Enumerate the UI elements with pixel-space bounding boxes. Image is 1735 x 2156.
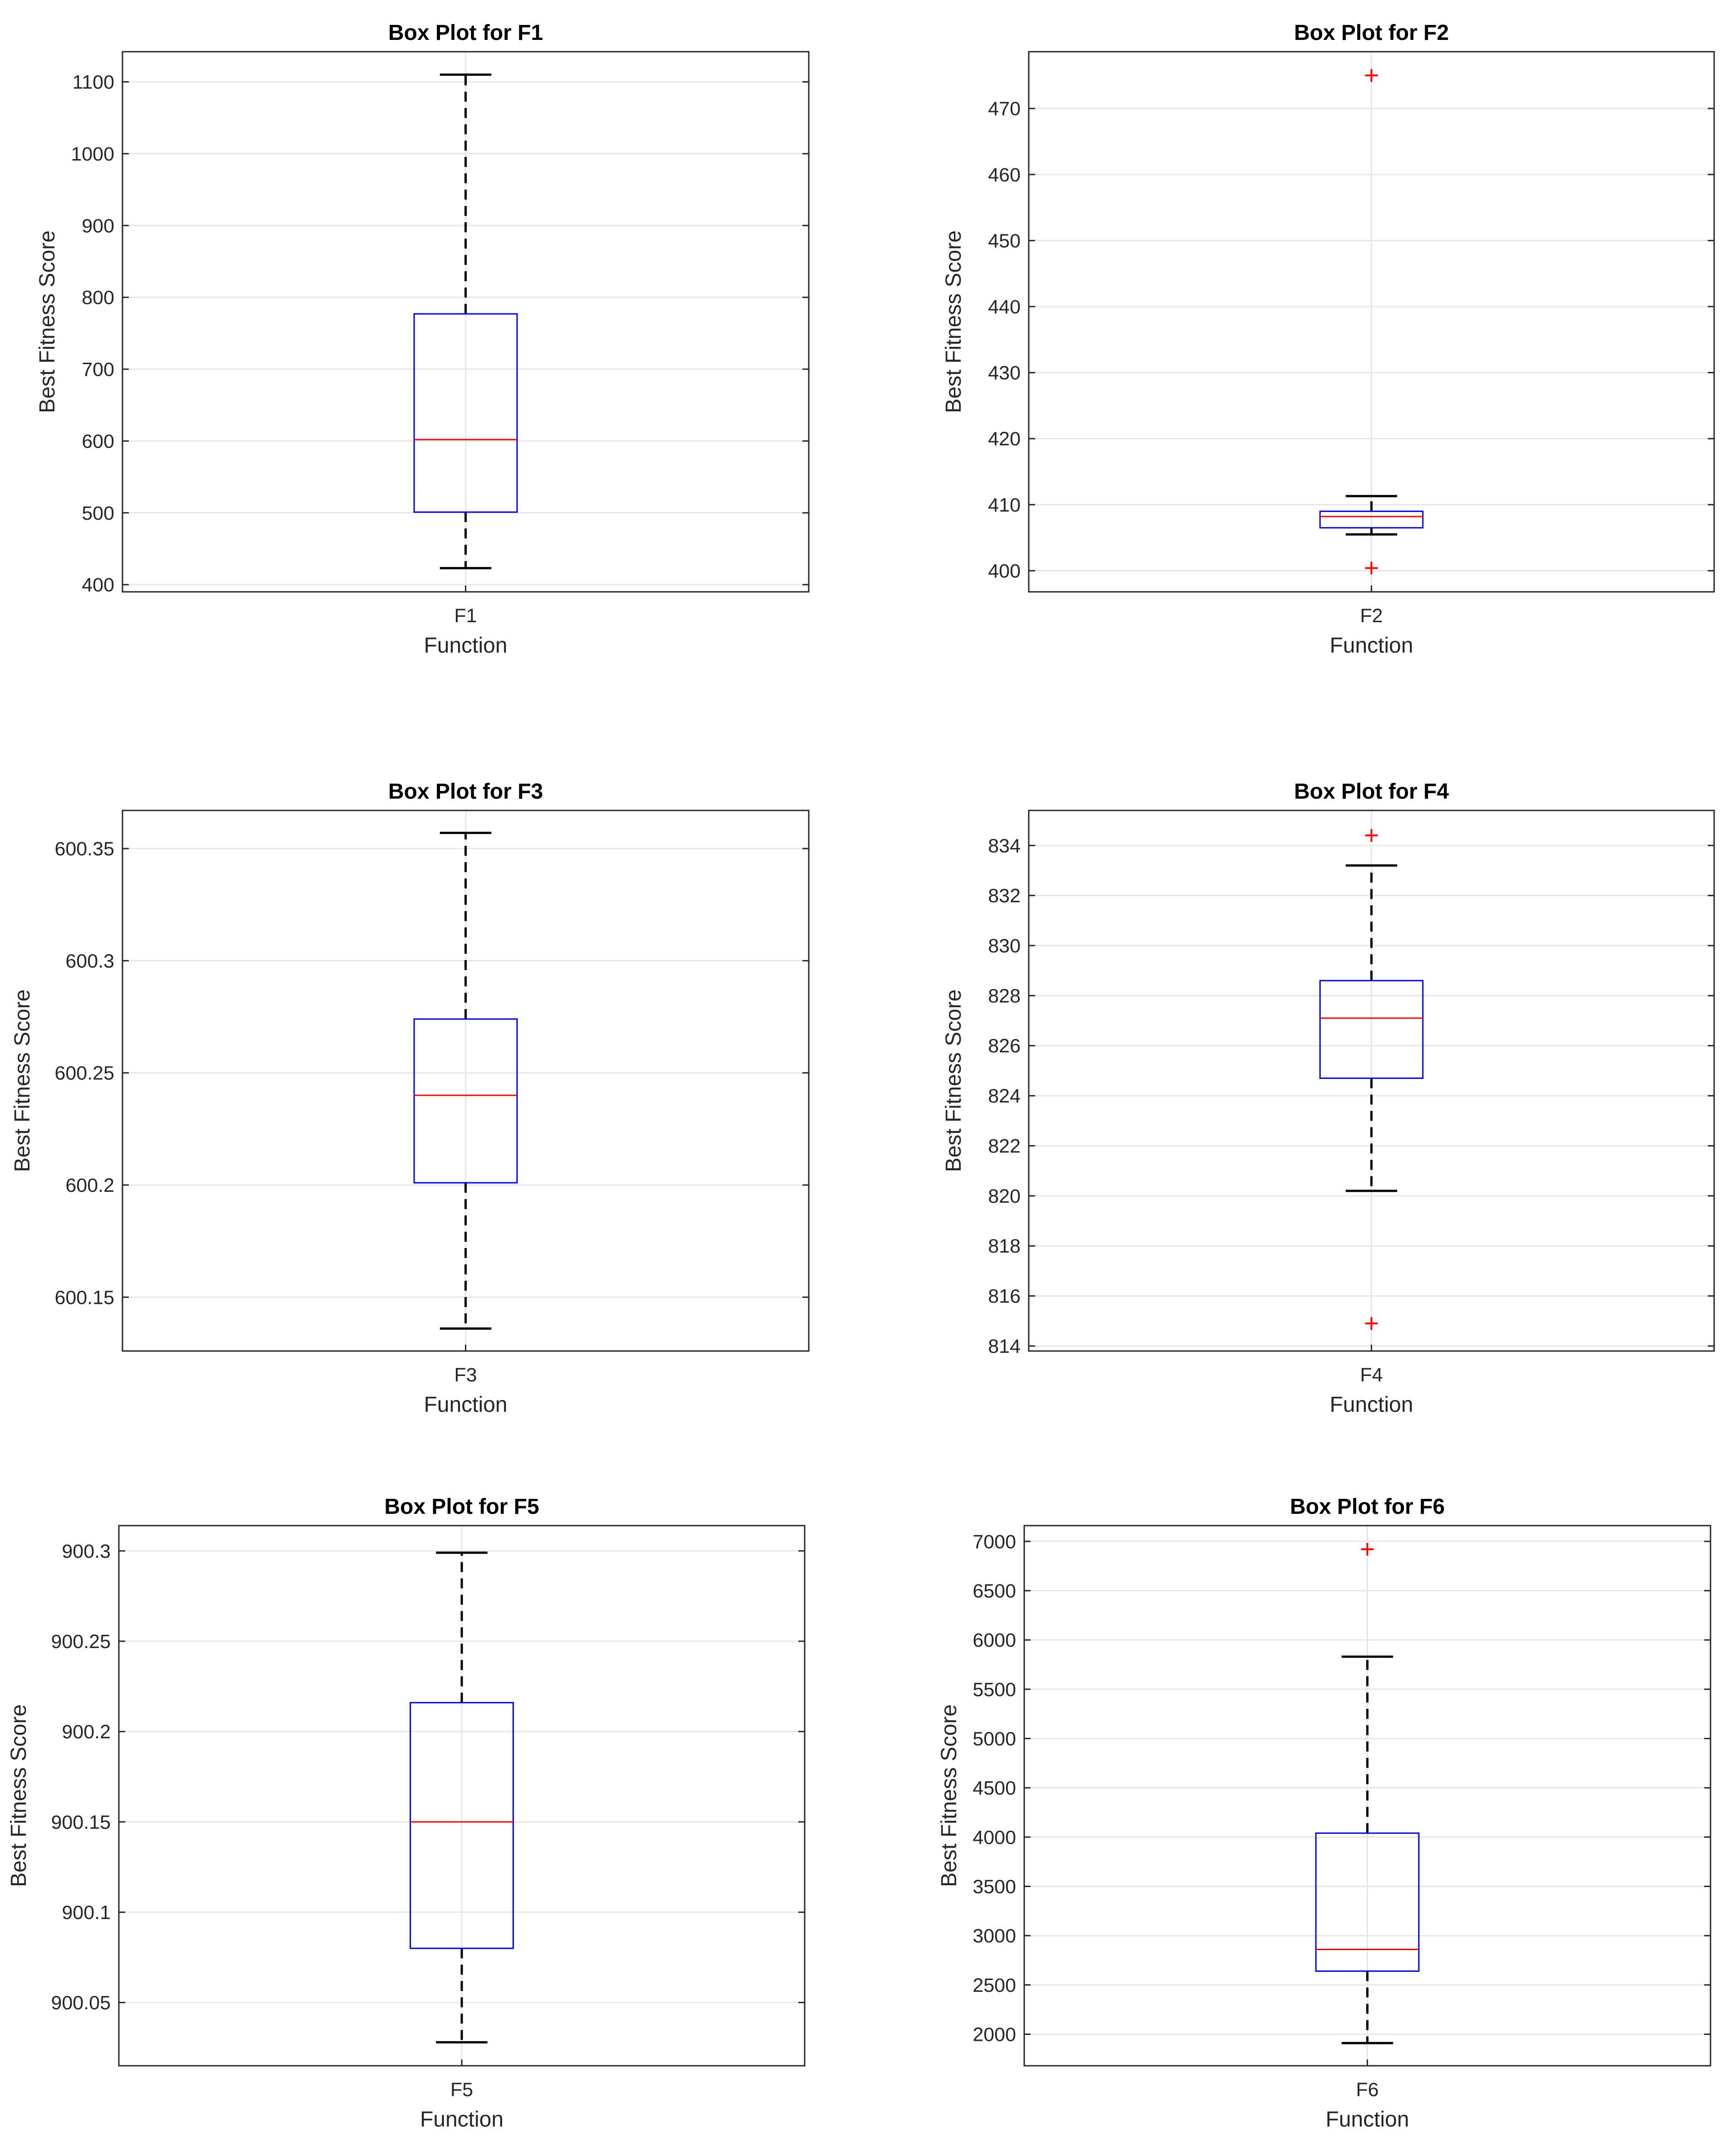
y-tick-label: 834	[988, 835, 1021, 857]
y-tick-label: 2000	[973, 2024, 1016, 2045]
y-tick-label: 3000	[973, 1925, 1016, 1947]
x-axis-label: Function	[424, 1393, 507, 1417]
outlier-marker	[1361, 1543, 1374, 1556]
y-tick-label: 1100	[73, 72, 114, 93]
chart-title: Box Plot for F3	[388, 780, 543, 804]
y-tick-label: 500	[82, 502, 114, 524]
iqr-box	[1319, 980, 1424, 1079]
y-tick-label: 900.05	[51, 1992, 111, 2014]
y-tick-label: 1000	[71, 143, 114, 165]
y-tick-label: 830	[988, 935, 1021, 957]
y-tick-label: 816	[988, 1286, 1021, 1307]
y-tick-label: 5500	[973, 1679, 1016, 1701]
y-tick-label: 900.3	[62, 1541, 111, 1562]
axes-border	[1028, 51, 1715, 593]
y-tick-label: 822	[988, 1135, 1021, 1157]
y-tick-label: 6000	[973, 1629, 1016, 1651]
iqr-box	[413, 313, 518, 513]
y-tick-label: 600.15	[54, 1287, 114, 1308]
iqr-box	[1315, 1832, 1420, 1972]
outlier-marker	[1365, 69, 1378, 82]
y-tick-label: 6500	[973, 1580, 1016, 1602]
y-tick-label: 430	[988, 362, 1021, 384]
y-tick-label: 900.2	[62, 1721, 111, 1743]
x-axis-label: Function	[420, 2107, 503, 2132]
y-tick-label: 900	[82, 215, 114, 237]
chart-title: Box Plot for F2	[1294, 21, 1449, 45]
axes-border	[122, 810, 810, 1352]
axes-border	[1028, 810, 1715, 1352]
panel-f2: 400 410 420 430 440 450 460 470 Box Plot for F2 F…	[942, 21, 1715, 658]
y-axis-label: Best Fitness Score	[35, 230, 59, 413]
iqr-box	[410, 1702, 514, 1949]
y-tick-label: 800	[82, 287, 114, 309]
iqr-box	[1319, 510, 1424, 529]
x-tick-label: F3	[454, 1364, 477, 1386]
x-axis-label: Function	[1329, 634, 1413, 658]
panel-f5: 900.05 900.1 900.15 900.2 900.25 900.3 Box Plo…	[7, 1495, 806, 2132]
axes-border	[118, 1525, 806, 2067]
y-tick-label: 824	[988, 1085, 1021, 1107]
y-tick-label: 470	[988, 98, 1021, 120]
y-tick-label: 2500	[973, 1975, 1016, 1996]
x-tick-label: F6	[1356, 2079, 1378, 2101]
panel-f3: 600.15 600.2 600.25 600.3 600.35 Box Plot for…	[10, 780, 810, 1417]
y-tick-label: 7000	[973, 1531, 1016, 1553]
y-tick-label: 818	[988, 1235, 1021, 1257]
axes-border	[1023, 1525, 1711, 2067]
chart-title: Box Plot for F1	[388, 21, 543, 45]
y-tick-label: 5000	[973, 1728, 1016, 1750]
y-tick-label: 600.2	[65, 1175, 114, 1196]
y-tick-label: 440	[988, 296, 1021, 318]
y-tick-label: 900.15	[51, 1811, 111, 1833]
y-tick-label: 3500	[973, 1876, 1016, 1897]
y-axis-label: Best Fitness Score	[937, 1704, 961, 1887]
y-tick-label: 450	[988, 230, 1021, 252]
y-tick-label: 826	[988, 1035, 1021, 1057]
y-tick-label: 900.25	[51, 1631, 111, 1653]
y-tick-label: 4500	[973, 1777, 1016, 1799]
y-axis-label: Best Fitness Score	[10, 990, 34, 1172]
y-tick-label: 4000	[973, 1827, 1016, 1849]
x-tick-label: F1	[454, 605, 477, 627]
axes-border	[122, 51, 810, 593]
y-axis-label: Best Fitness Score	[942, 230, 966, 413]
y-axis-label: Best Fitness Score	[942, 990, 966, 1172]
iqr-box	[413, 1018, 518, 1184]
x-axis-label: Function	[1325, 2107, 1409, 2132]
y-tick-label: 600.25	[54, 1063, 114, 1084]
y-tick-label: 814	[988, 1336, 1021, 1357]
y-tick-label: 828	[988, 985, 1021, 1007]
panel-f4: 814 816 818 820 822 824 826 828 830 832 834 Box Plo…	[942, 780, 1715, 1417]
chart-title: Box Plot for F5	[384, 1495, 539, 1519]
y-tick-label: 900.1	[62, 1902, 111, 1923]
y-axis-label: Best Fitness Score	[7, 1704, 31, 1887]
panel-f6: 2000 2500 3000 3500 4000 4500 5000 5500 6000 6500…	[937, 1495, 1711, 2132]
y-tick-label: 460	[988, 164, 1021, 186]
y-tick-label: 410	[988, 494, 1021, 516]
outlier-marker	[1365, 1317, 1378, 1330]
y-tick-label: 600.3	[65, 950, 114, 972]
x-axis-label: Function	[1329, 1393, 1413, 1417]
x-axis-label: Function	[424, 634, 507, 658]
y-tick-label: 832	[988, 885, 1021, 907]
panel-f1: 400 500 600 700 800 900 1000 1100 Box Plot for F…	[35, 21, 810, 658]
chart-title: Box Plot for F4	[1294, 780, 1449, 804]
chart-title: Box Plot for F6	[1290, 1495, 1445, 1519]
x-tick-label: F4	[1360, 1364, 1383, 1386]
y-tick-label: 700	[82, 359, 114, 380]
x-tick-label: F5	[450, 2079, 473, 2101]
y-tick-label: 600.35	[54, 838, 114, 860]
x-tick-label: F2	[1360, 605, 1383, 627]
outlier-marker	[1365, 829, 1378, 842]
y-tick-label: 820	[988, 1185, 1021, 1207]
y-tick-label: 400	[82, 574, 114, 596]
outlier-marker	[1365, 561, 1378, 575]
y-tick-label: 600	[82, 430, 114, 452]
y-tick-label: 400	[988, 560, 1021, 582]
y-tick-label: 420	[988, 428, 1021, 450]
